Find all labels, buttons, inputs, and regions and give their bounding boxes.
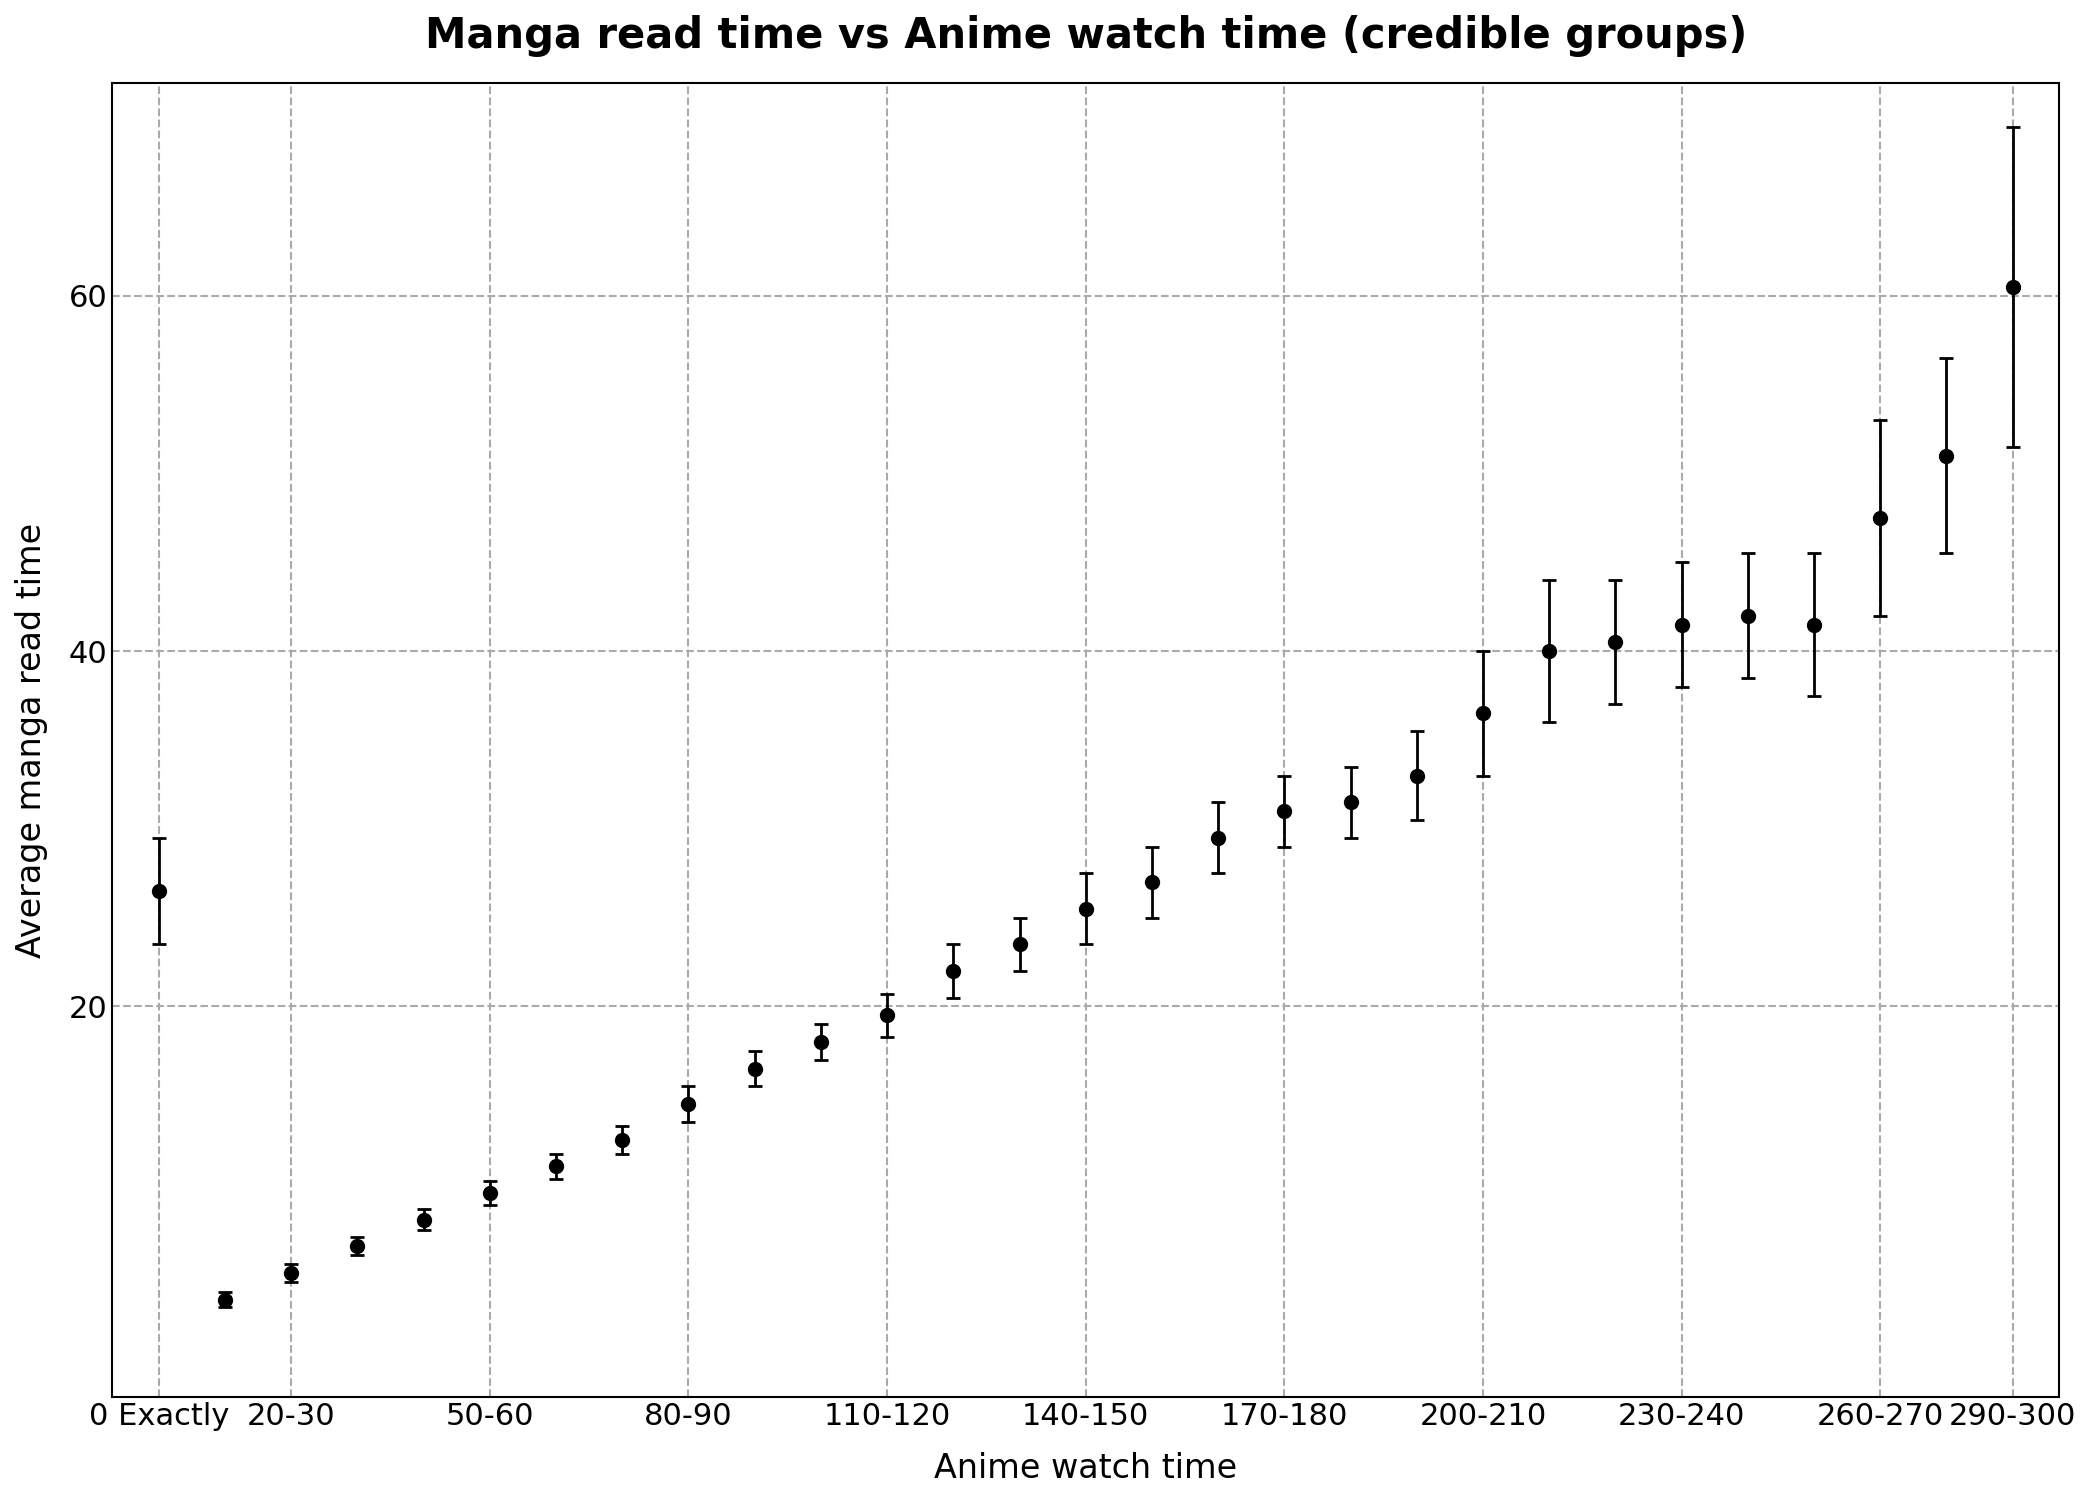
- X-axis label: Anime watch time: Anime watch time: [934, 1452, 1236, 1485]
- Y-axis label: Average manga read time: Average manga read time: [15, 522, 48, 957]
- Title: Manga read time vs Anime watch time (credible groups): Manga read time vs Anime watch time (cre…: [424, 15, 1746, 57]
